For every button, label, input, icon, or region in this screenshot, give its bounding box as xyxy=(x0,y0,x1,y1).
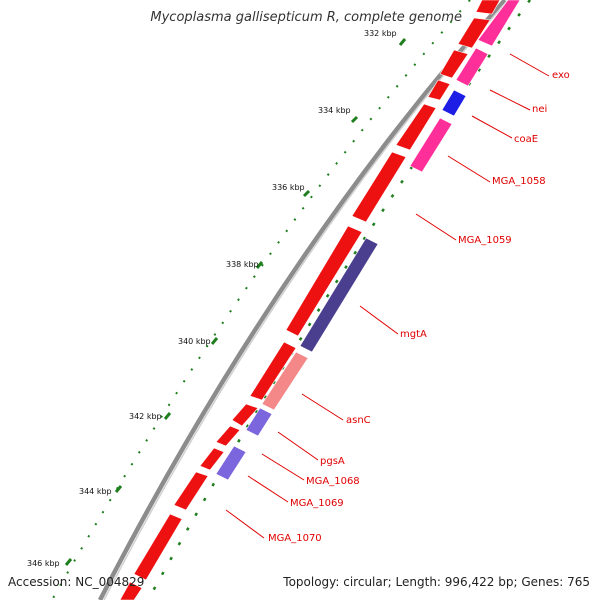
gene-exo[interactable] xyxy=(477,0,521,47)
gene-block[interactable] xyxy=(249,341,297,401)
kbp-ticks xyxy=(64,38,407,566)
kbp-label: 340 kbp xyxy=(178,337,211,346)
kbp-label: 336 kbp xyxy=(272,183,305,192)
gene-block[interactable] xyxy=(285,225,363,337)
gene-label-coaE: coaE xyxy=(514,134,538,145)
kbp-label: 342 kbp xyxy=(129,412,162,421)
gene-label-MGA_1059: MGA_1059 xyxy=(458,235,512,246)
gene-nei[interactable] xyxy=(455,47,489,87)
gene-block[interactable] xyxy=(439,49,469,79)
gene-label-MGA_1058: MGA_1058 xyxy=(492,176,546,187)
gene-pgsA[interactable] xyxy=(245,407,273,437)
gene-block[interactable] xyxy=(199,447,225,471)
gene-label-MGA_1070: MGA_1070 xyxy=(268,533,322,544)
gene-label-MGA_1069: MGA_1069 xyxy=(290,498,344,509)
gene-block[interactable] xyxy=(215,425,241,447)
kbp-label: 334 kbp xyxy=(318,106,351,115)
gene-block[interactable] xyxy=(457,17,491,49)
kbp-label: 346 kbp xyxy=(27,559,60,568)
scale-dots-outer xyxy=(51,0,471,600)
gene-block[interactable] xyxy=(133,513,183,581)
gene-label-nei: nei xyxy=(532,104,547,115)
gene-coaE[interactable] xyxy=(441,89,467,117)
gene-block[interactable] xyxy=(173,471,209,511)
gene-label-mgtA: mgtA xyxy=(400,329,427,340)
genome-title: Mycoplasma gallisepticum R, complete gen… xyxy=(150,10,462,25)
label-leaders xyxy=(225,53,550,539)
gene-MGA_1069[interactable] xyxy=(215,445,247,481)
kbp-label: 344 kbp xyxy=(79,487,112,496)
gene-block[interactable] xyxy=(395,103,437,151)
gene-block[interactable] xyxy=(427,79,451,101)
gene-block[interactable] xyxy=(351,151,407,223)
gene-label-MGA_1068: MGA_1068 xyxy=(306,476,360,487)
accession-label: Accession: NC_004829 xyxy=(8,575,145,589)
gene-label-asnC: asnC xyxy=(346,415,371,426)
gene-asnC[interactable] xyxy=(261,351,309,411)
gene-block[interactable] xyxy=(231,403,259,427)
kbp-label: 332 kbp xyxy=(364,29,397,38)
forward-strand-genes xyxy=(119,0,501,600)
kbp-label-group: 332 kbp 334 kbp 336 kbp 338 kbp 340 kbp … xyxy=(27,29,397,568)
gene-block[interactable] xyxy=(119,581,143,600)
gene-label-group: exo nei coaE MGA_1058 MGA_1059 mgtA asnC… xyxy=(268,70,570,544)
gene-block[interactable] xyxy=(475,0,501,15)
kbp-label: 338 kbp xyxy=(226,260,259,269)
gene-mgtA[interactable] xyxy=(299,237,379,353)
topology-summary: Topology: circular; Length: 996,422 bp; … xyxy=(283,575,590,589)
gene-label-exo: exo xyxy=(552,70,570,81)
gene-MGA_1058[interactable] xyxy=(409,117,453,173)
reverse-strand-genes xyxy=(215,0,521,481)
gene-label-pgsA: pgsA xyxy=(320,456,345,467)
